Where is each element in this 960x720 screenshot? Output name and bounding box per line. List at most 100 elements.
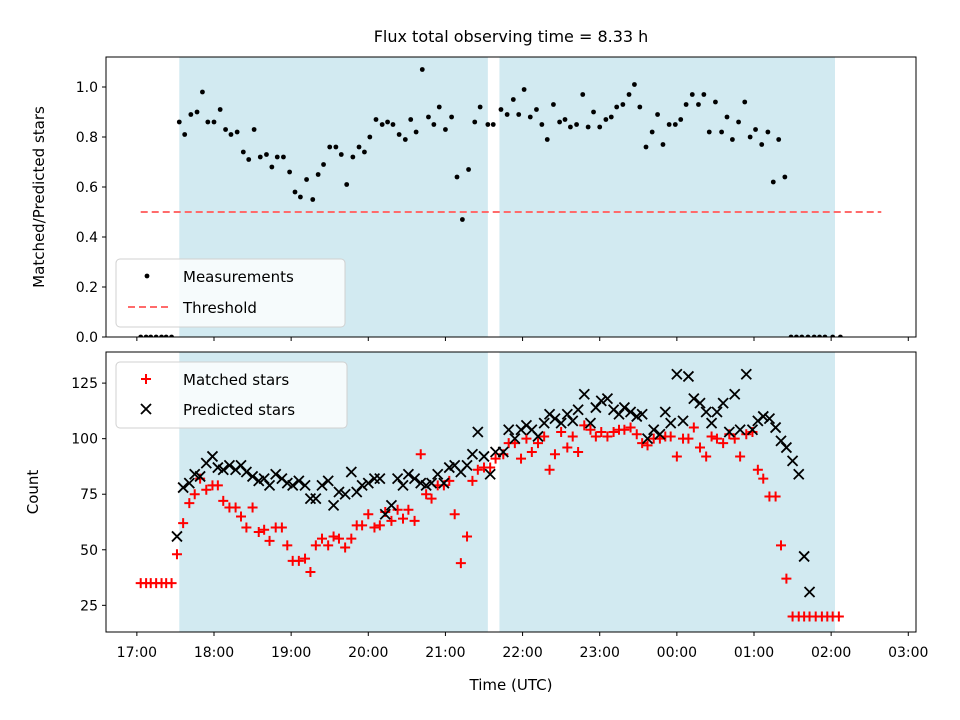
predicted-star-point xyxy=(618,401,631,414)
measurement-point xyxy=(597,124,603,130)
y-tick-label: 0.4 xyxy=(76,230,98,246)
measurement-point xyxy=(182,132,188,137)
matched-star-point xyxy=(328,531,339,542)
measurement-point xyxy=(466,167,471,172)
predicted-star-point xyxy=(682,370,695,383)
matched-star-point xyxy=(695,442,705,453)
measurement-point xyxy=(327,144,333,150)
matched-star-point xyxy=(701,451,712,462)
measurement-point xyxy=(759,142,765,147)
predicted-star-point xyxy=(555,417,567,429)
predicted-star-point xyxy=(287,479,299,491)
measurement-point xyxy=(850,0,855,2)
measurement-point xyxy=(287,169,292,175)
measurement-point xyxy=(805,334,811,337)
measurement-point xyxy=(176,119,182,125)
matched-star-point xyxy=(688,422,699,433)
measurement-point xyxy=(413,129,419,135)
measurement-point xyxy=(304,177,309,182)
measurement-point xyxy=(521,87,527,92)
measurement-point xyxy=(672,122,678,127)
predicted-star-point xyxy=(671,368,683,380)
x-tick-label: 22:00 xyxy=(502,645,542,661)
measurement-point xyxy=(822,334,828,337)
predicted-star-point xyxy=(484,468,496,480)
measurement-point xyxy=(281,154,286,160)
matched-star-point xyxy=(625,422,636,433)
matched-star-point xyxy=(340,542,351,553)
matched-star-point xyxy=(741,429,752,440)
predicted-star-point xyxy=(263,479,276,491)
measurement-point xyxy=(660,142,666,147)
matched-star-point xyxy=(449,509,460,520)
measurement-point xyxy=(696,102,701,107)
matched-star-point xyxy=(310,540,321,551)
matched-star-point xyxy=(189,489,200,500)
matched-star-point xyxy=(455,558,466,569)
measurement-point xyxy=(655,112,660,117)
matched-star-point xyxy=(305,567,316,577)
predicted-star-point xyxy=(677,415,689,427)
measurement-point xyxy=(678,117,684,122)
matched-star-point xyxy=(596,427,607,437)
measurement-point xyxy=(510,97,516,102)
y-tick-label: 125 xyxy=(71,376,98,392)
matched-star-point xyxy=(300,553,311,564)
predicted-star-point xyxy=(734,424,746,436)
measurement-point xyxy=(163,334,169,337)
measurement-point xyxy=(689,92,695,97)
measurement-point xyxy=(362,149,367,155)
y-tick-label: 25 xyxy=(80,598,98,614)
measurement-point xyxy=(240,149,246,155)
matched-star-point xyxy=(212,480,223,491)
measurement-point xyxy=(504,112,510,117)
matched-star-point xyxy=(317,533,327,544)
predicted-star-point xyxy=(769,421,782,434)
measurement-point xyxy=(143,334,149,337)
matched-star-point xyxy=(585,424,596,435)
measurement-point xyxy=(742,99,748,105)
predicted-star-point xyxy=(729,388,741,400)
matched-star-point xyxy=(706,431,717,442)
axes-frame xyxy=(105,56,917,338)
predicted-star-point xyxy=(408,473,421,485)
predicted-star-point xyxy=(723,426,735,438)
matched-star-point xyxy=(236,511,246,522)
matched-star-point xyxy=(472,464,483,475)
legend-matched-label: Matched stars xyxy=(183,371,289,389)
x-tick-label: 17:00 xyxy=(117,645,157,661)
measurement-point xyxy=(211,119,217,125)
x-tick-label: 03:00 xyxy=(888,645,928,661)
predicted-star-point xyxy=(757,410,769,423)
predicted-star-point xyxy=(425,477,438,489)
predicted-star-point xyxy=(532,430,544,443)
matched-star-point xyxy=(346,533,357,544)
predicted-star-point xyxy=(206,450,219,463)
predicted-star-point xyxy=(595,395,607,407)
legend-box xyxy=(115,258,346,328)
matched-star-point xyxy=(403,504,414,515)
predicted-star-point xyxy=(688,393,700,405)
predicted-star-point xyxy=(223,459,236,471)
measurement-point xyxy=(591,109,596,115)
measurement-point xyxy=(873,0,878,2)
measurement-point xyxy=(765,129,771,135)
y-tick-label: 0.6 xyxy=(76,180,98,196)
predicted-star-point xyxy=(700,406,712,418)
matched-star-point xyxy=(544,464,555,475)
predicted-star-point xyxy=(293,475,305,487)
y-tick-label: 0.8 xyxy=(76,130,98,146)
matched-star-point xyxy=(833,611,844,622)
matched-star-point xyxy=(770,491,781,502)
measurement-point xyxy=(649,129,655,135)
matched-star-point xyxy=(683,433,694,444)
x-tick-label: 01:00 xyxy=(734,645,774,661)
matched-star-point xyxy=(386,515,397,526)
measurement-point xyxy=(585,124,591,130)
predicted-star-point xyxy=(786,455,799,467)
matched-star-point xyxy=(171,549,182,560)
series-measurements xyxy=(138,0,878,337)
predicted-star-point xyxy=(246,470,259,483)
matched-star-point xyxy=(264,535,275,546)
